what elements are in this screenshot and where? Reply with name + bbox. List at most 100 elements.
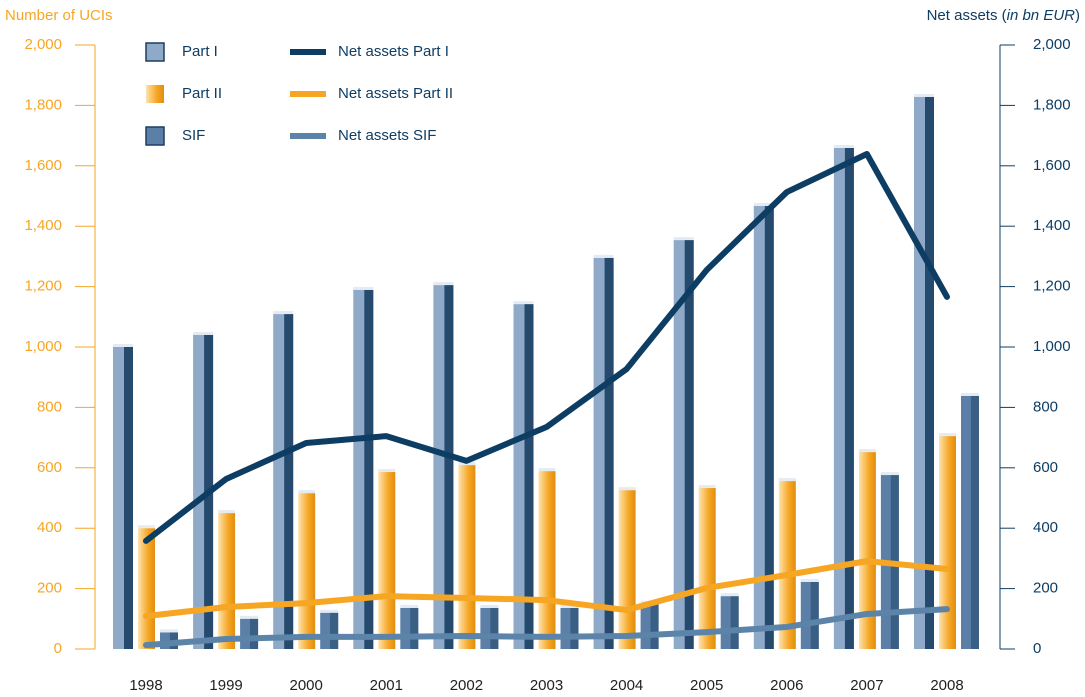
legend-label: Net assets SIF <box>338 127 436 144</box>
y-tick-label: 0 <box>54 640 62 657</box>
y-tick-label: 1,800 <box>24 96 62 113</box>
bar-cap <box>833 144 854 148</box>
y2-tick-label: 0 <box>1033 640 1041 657</box>
bar-cap <box>880 472 899 476</box>
line <box>143 606 950 649</box>
x-tick-label: 2000 <box>290 677 323 694</box>
line <box>143 558 950 620</box>
bar-side <box>764 205 774 649</box>
bar-cap <box>914 93 934 97</box>
bar-cap <box>433 282 454 286</box>
legend-label: Net assets Part I <box>338 43 449 60</box>
legend-label: Part I <box>182 43 218 60</box>
y2-tick-label: 1,600 <box>1033 157 1071 174</box>
y2-tick-label: 1,800 <box>1033 96 1071 113</box>
x-tick-label: 2002 <box>450 677 483 694</box>
bar-cap <box>298 490 316 494</box>
x-tick-label: 2004 <box>610 677 643 694</box>
bar-cap <box>753 202 774 206</box>
bar <box>218 513 236 649</box>
legend-swatch <box>145 42 165 62</box>
y-tick-label: 1,000 <box>24 338 62 355</box>
y-tick-label: 1,600 <box>24 157 62 174</box>
bar-cap <box>800 578 819 582</box>
bar-side <box>730 596 739 649</box>
bar-cap <box>939 433 956 437</box>
x-tick-label: 2006 <box>770 677 803 694</box>
legend-label: SIF <box>182 127 205 144</box>
bar-side <box>410 607 419 649</box>
bar-cap <box>353 286 374 290</box>
y-tick-label: 600 <box>37 459 62 476</box>
bar-cap <box>378 469 396 473</box>
legend-label: Net assets Part II <box>338 85 453 102</box>
bar-cap <box>193 331 214 335</box>
bar-cap <box>218 510 236 514</box>
y2-label-part: ) <box>1075 7 1080 24</box>
bar-cap <box>400 604 419 608</box>
y-tick-label: 1,200 <box>24 278 62 295</box>
y2-axis-label: Net assets (in bn EUR) <box>927 7 1080 24</box>
bar <box>939 436 956 649</box>
y2-tick-label: 1,200 <box>1033 278 1071 295</box>
x-tick-label: 1998 <box>129 677 162 694</box>
bar-side <box>330 612 339 649</box>
y-tick-label: 400 <box>37 519 62 536</box>
bar <box>298 493 316 649</box>
bar-side <box>524 304 534 649</box>
bar-side <box>604 257 614 649</box>
bar-side <box>364 289 374 649</box>
bar-side <box>810 581 819 649</box>
bar-cap <box>560 604 579 608</box>
bar <box>618 490 636 649</box>
bar-cap <box>320 609 339 613</box>
bar-side <box>250 618 259 649</box>
bar <box>538 471 556 649</box>
x-tick-label: 2005 <box>690 677 723 694</box>
bar-cap <box>858 449 876 453</box>
y2-tick-label: 600 <box>1033 459 1058 476</box>
legend-swatch <box>146 85 164 103</box>
bar-cap <box>513 301 534 305</box>
bar-cap <box>593 254 614 258</box>
bar-cap <box>138 525 155 529</box>
bar <box>698 488 716 649</box>
bar-cap <box>618 487 636 491</box>
bar-side <box>570 607 579 649</box>
bar-cap <box>160 629 178 633</box>
x-tick-label: 2001 <box>370 677 403 694</box>
bar <box>858 452 876 649</box>
y-tick-label: 800 <box>37 398 62 415</box>
bar-cap <box>778 478 796 482</box>
bar-cap <box>538 468 556 472</box>
bar-cap <box>961 392 979 396</box>
bar <box>138 528 155 649</box>
legend-swatch <box>145 126 165 146</box>
bar-cap <box>673 237 694 241</box>
y-tick-label: 200 <box>37 580 62 597</box>
y-tick-label: 2,000 <box>24 36 62 53</box>
bar <box>378 472 396 649</box>
bar-side <box>444 285 454 649</box>
y2-tick-label: 800 <box>1033 398 1058 415</box>
bar-side <box>925 96 934 650</box>
x-tick-label: 1999 <box>209 677 242 694</box>
y2-tick-label: 1,400 <box>1033 217 1071 234</box>
y2-tick-label: 2,000 <box>1033 36 1071 53</box>
bar-cap <box>480 604 499 608</box>
x-tick-label: 2003 <box>530 677 563 694</box>
bar-cap <box>698 485 716 489</box>
bar-cap <box>273 311 294 315</box>
bar-side <box>970 395 979 649</box>
bar-side <box>284 314 294 649</box>
y-tick-label: 1,400 <box>24 217 62 234</box>
legend-label: Part II <box>182 85 222 102</box>
y2-label-part: Net assets ( <box>927 7 1007 24</box>
bar-side <box>650 603 659 649</box>
y2-tick-label: 400 <box>1033 519 1058 536</box>
y2-label-part: in bn EUR <box>1007 7 1076 24</box>
y2-tick-label: 1,000 <box>1033 338 1071 355</box>
y2-tick-label: 200 <box>1033 580 1058 597</box>
y-axis-label: Number of UCIs <box>5 7 113 24</box>
